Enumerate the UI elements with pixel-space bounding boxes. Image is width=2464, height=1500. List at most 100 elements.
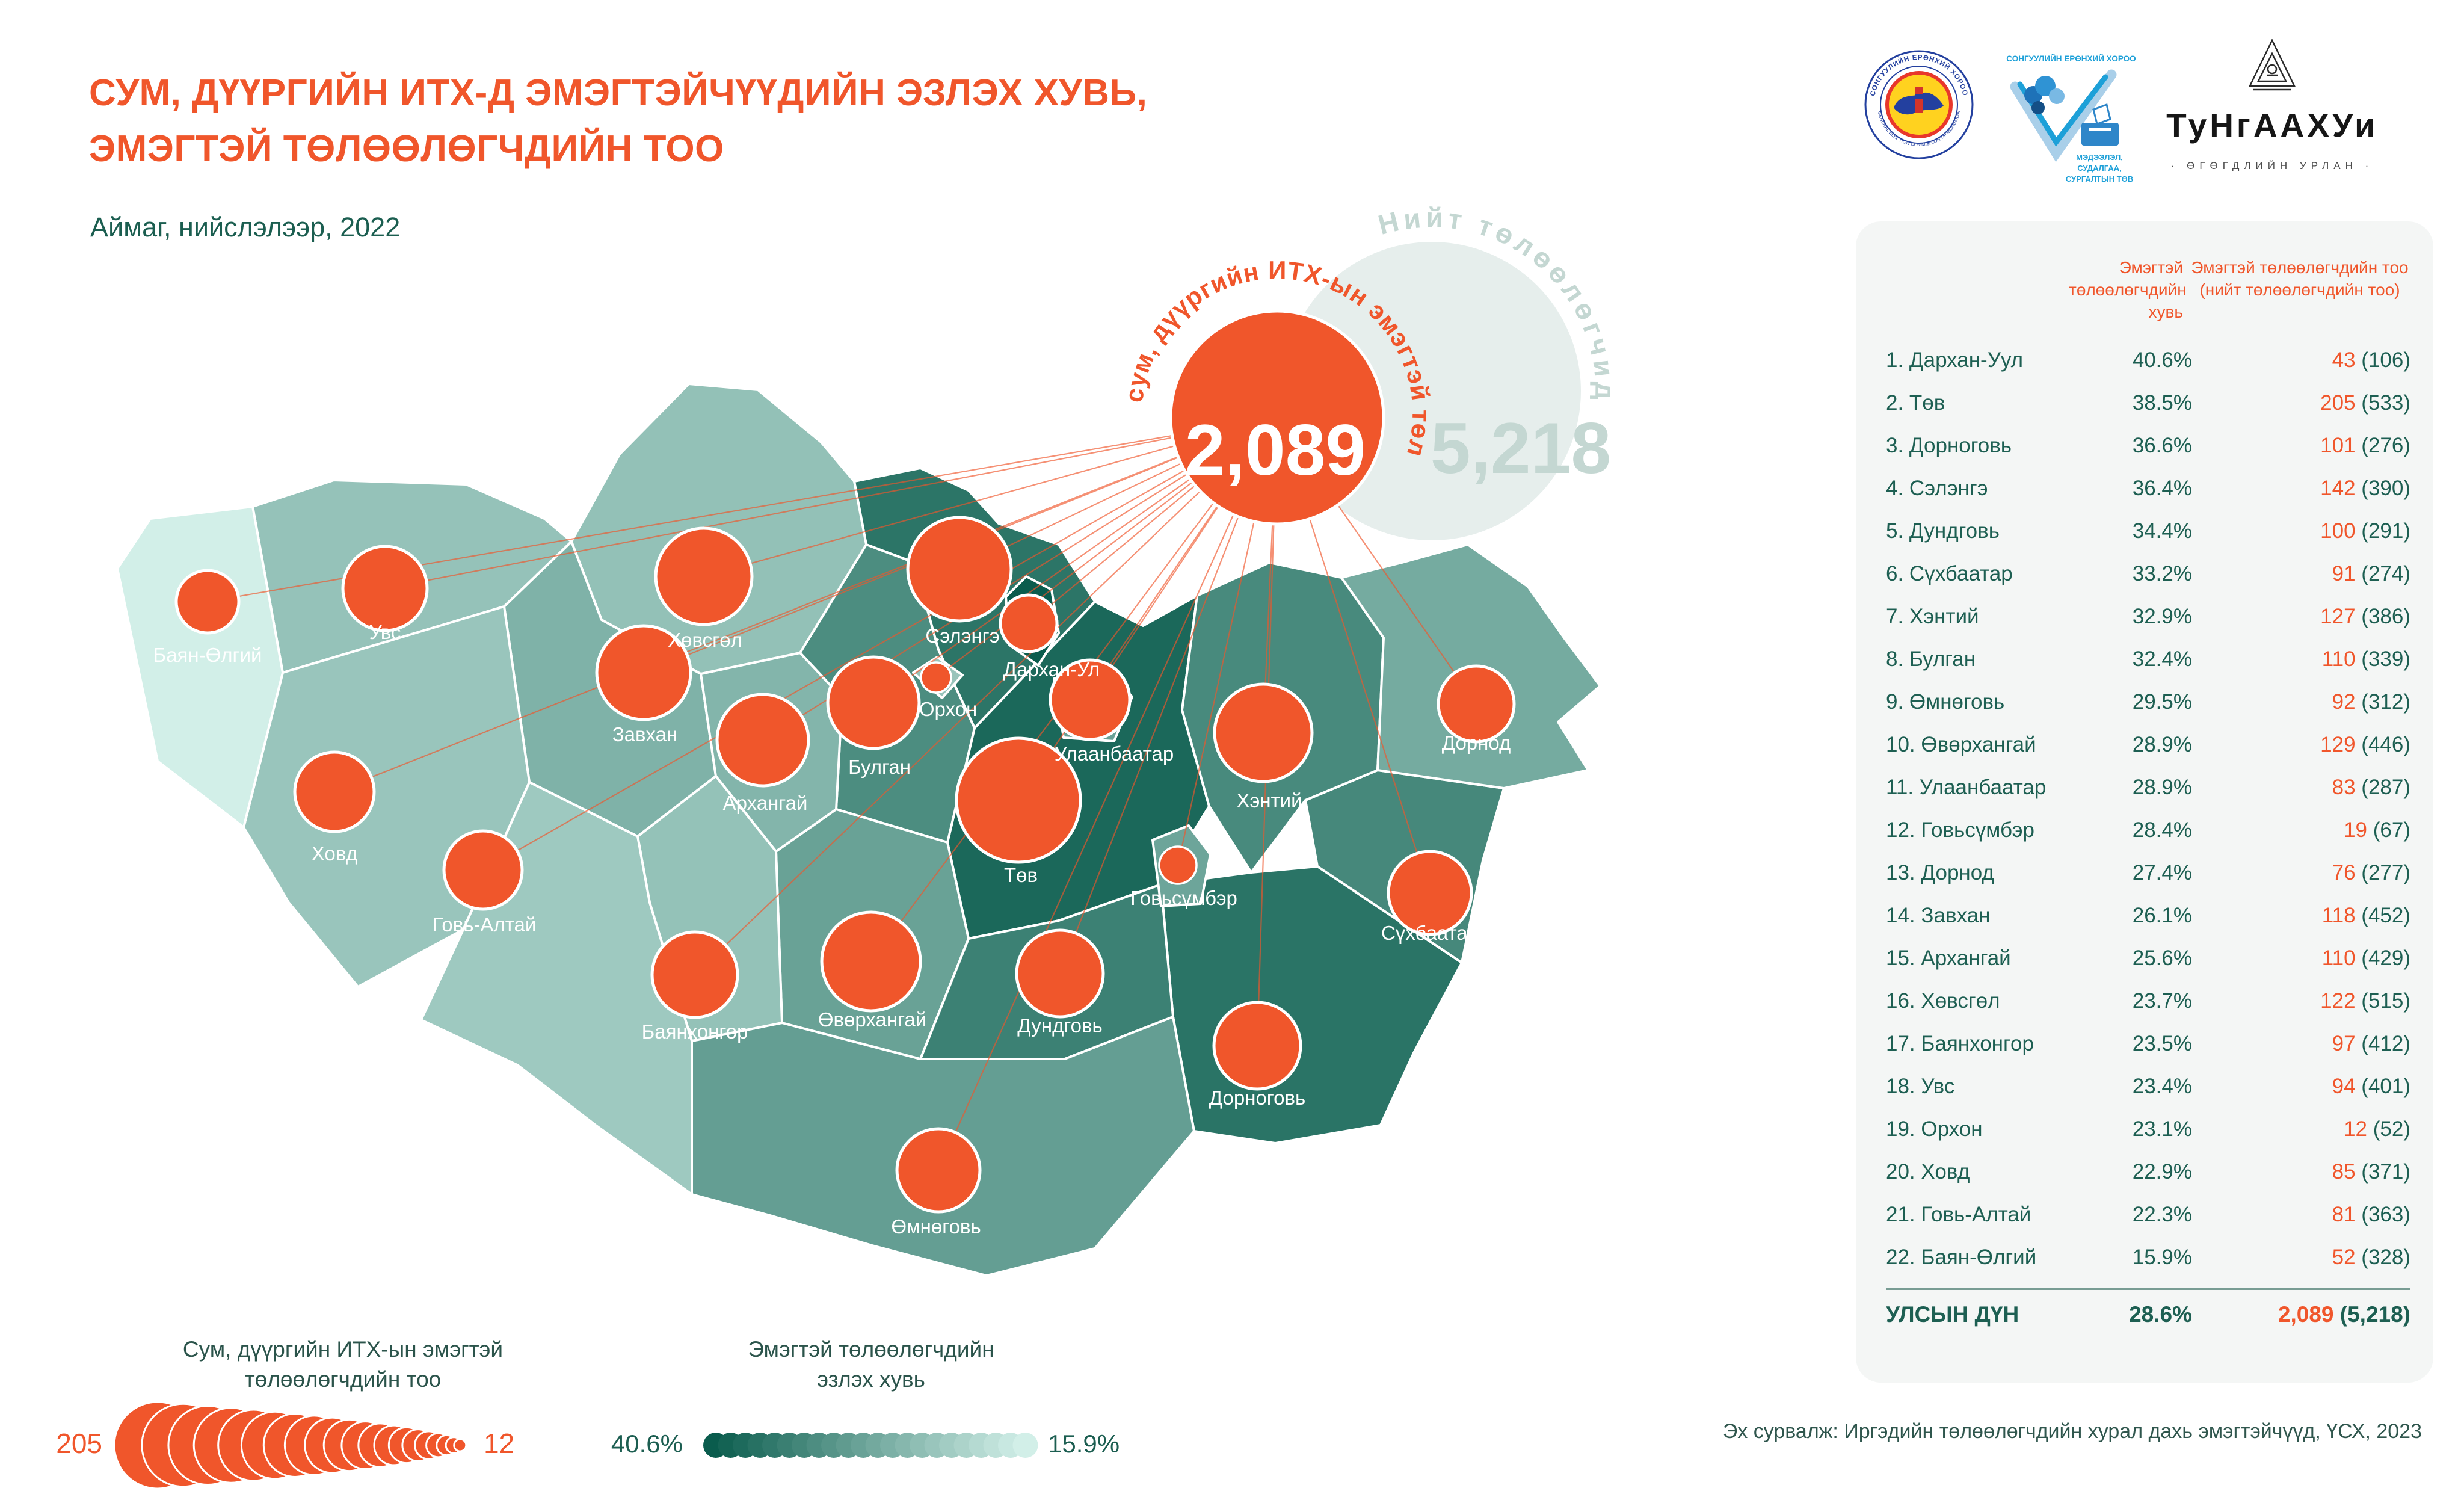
- row-province-name: 2. Төв: [1886, 390, 1945, 415]
- row-women-count: 91: [2332, 561, 2356, 585]
- page-title-line2: ЭМЭГТЭЙ ТӨЛӨӨЛӨГЧДИЙН ТОО: [89, 128, 724, 170]
- row-women-count: 52: [2332, 1245, 2356, 1269]
- row-percent: 32.4%: [2132, 647, 2192, 671]
- table-row: 6. Сүхбаатар 33.2% 91 (274): [1856, 552, 2433, 595]
- table-row: 12. Говьсүмбэр 28.4% 19 (67): [1856, 809, 2433, 851]
- legend-color-title-line1: Эмэгтэй төлөөлөгчдийн: [748, 1337, 994, 1362]
- table-panel: Эмэгтэй төлөөлөгчдийн хувь Эмэгтэй төлөө…: [1856, 221, 2433, 1383]
- bubble-hovsgol: [654, 526, 754, 626]
- gec-center-title: СОНГУУЛИЙН ЕРӨНХИЙ ХОРОО: [2006, 54, 2136, 63]
- row-province-name: 12. Говьсүмбэр: [1886, 818, 2034, 842]
- map-label-govisumber: Говьсүмбэр: [1130, 887, 1237, 909]
- ballot-box: [2081, 123, 2119, 146]
- row-women-count: 94: [2332, 1074, 2356, 1098]
- row-women-count: 100: [2320, 519, 2356, 543]
- table-row: 19. Орхон 23.1% 12 (52): [1856, 1108, 2433, 1150]
- table-row: 3. Дорноговь 36.6% 101 (276): [1856, 424, 2433, 467]
- table-row: 13. Дорнод 27.4% 76 (277): [1856, 851, 2433, 894]
- row-counts: 110 (339): [2198, 647, 2410, 671]
- row-province-name: 5. Дундговь: [1886, 519, 2000, 543]
- connector-line-bayanhongor: [694, 417, 1278, 975]
- row-province-name: 1. Дархан-Уул: [1886, 348, 2024, 372]
- row-women-count: 43: [2332, 348, 2356, 372]
- row-counts: 76 (277): [2198, 861, 2410, 885]
- map-label-omnogovi: Өмнөговь: [891, 1215, 981, 1238]
- connector-line-hovd: [334, 416, 1278, 793]
- row-percent: 27.4%: [2132, 860, 2192, 884]
- gec-center-sub3: СУРГАЛТЫН ТӨВ: [2066, 174, 2133, 184]
- bubble-uvs: [341, 545, 429, 632]
- row-province-name: 7. Хэнтий: [1886, 604, 1979, 628]
- row-percent: 34.4%: [2132, 519, 2192, 543]
- table-row: 9. Өмнөговь 29.5% 92 (312): [1856, 681, 2433, 723]
- row-province-name: 10. Өвөрхангай: [1886, 732, 2036, 756]
- row-total-count: (52): [2367, 1117, 2410, 1141]
- province-labels: Дархан-Ул Төв Дорноговь Сэлэнгэ Дундговь Сүхб…: [153, 621, 1511, 1238]
- page-title: СУМ, ДҮҮРГИЙН ИТХ-Д ЭМЭГТЭЙЧҮҮДИЙН ЭЗЛЭХ…: [89, 65, 1147, 177]
- row-total-count: (412): [2355, 1031, 2410, 1055]
- row-women-count: 19: [2344, 818, 2368, 842]
- legend-size-bubbles: [113, 1401, 467, 1490]
- gec-training-center-logo: СОНГУУЛИЙН ЕРӨНХИЙ ХОРОО МЭДЭЭЛЭЛ, СУДАЛ…: [2006, 54, 2136, 184]
- bubble-hentii: [1213, 682, 1314, 783]
- map-label-dundgovi: Дундговь: [1017, 1014, 1102, 1037]
- map-label-bulgan: Булган: [848, 756, 911, 778]
- row-province-name: 3. Дорноговь: [1886, 433, 2012, 457]
- gec-emblem-logo: СОНГУУЛИЙН ЕРӨНХИЙ ХОРОО GENERAL ELECTIO…: [1864, 50, 1974, 159]
- map-label-dornod: Дорнод: [1442, 732, 1511, 754]
- row-women-count: 110: [2321, 946, 2356, 970]
- row-percent: 15.9%: [2132, 1245, 2192, 1269]
- legend-color-dots: [703, 1433, 1038, 1458]
- map-label-bo: Баян-Өлгий: [153, 644, 262, 666]
- row-percent: 36.6%: [2132, 433, 2192, 457]
- women-circle: [1169, 309, 1385, 526]
- table-row: 1. Дархан-Уул 40.6% 43 (106): [1856, 339, 2433, 381]
- bubble-selenge: [906, 516, 1013, 623]
- bubble-dundgovi: [1015, 928, 1105, 1019]
- table-row: 2. Төв 38.5% 205 (533): [1856, 381, 2433, 424]
- row-women-count: 122: [2320, 989, 2356, 1013]
- row-total-count: (312): [2355, 690, 2410, 714]
- row-counts: 127 (386): [2198, 605, 2410, 629]
- row-percent: 28.9%: [2132, 775, 2192, 799]
- bubble-tov: [955, 736, 1082, 864]
- table-row: 11. Улаанбаатар 28.9% 83 (287): [1856, 766, 2433, 809]
- row-percent: 28.4%: [2132, 818, 2192, 842]
- map-label-suhbaatar: Сүхбаатар: [1381, 922, 1479, 944]
- row-total-count: (363): [2355, 1202, 2410, 1226]
- table-row: 18. Увс 23.4% 94 (401): [1856, 1065, 2433, 1108]
- total-counts: 2,089 (5,218): [2278, 1302, 2410, 1327]
- table-header-percent: Эмэгтэй төлөөлөгчдийн хувь: [2069, 258, 2187, 321]
- bubble-govialtai: [442, 829, 524, 911]
- row-percent: 36.4%: [2132, 476, 2192, 500]
- legend-size-title: Сум, дүүргийн ИТХ-ын эмэгтэй төлөөлөгчди…: [150, 1335, 535, 1395]
- row-percent: 22.3%: [2132, 1202, 2192, 1226]
- table-row: 17. Баянхонгор 23.5% 97 (412): [1856, 1022, 2433, 1065]
- province-bo: [116, 505, 284, 829]
- legend-size-title-line1: Сум, дүүргийн ИТХ-ын эмэгтэй: [182, 1337, 504, 1362]
- map-label-dornogovi: Дорноговь: [1209, 1087, 1305, 1109]
- table-header-count: Эмэгтэй төлөөлөгчдийн тоо (нийт төлөөлөг…: [2191, 258, 2409, 299]
- row-total-count: (386): [2355, 604, 2410, 628]
- row-percent: 23.4%: [2132, 1074, 2192, 1098]
- table-row: 14. Завхан 26.1% 118 (452): [1856, 894, 2433, 937]
- row-women-count: 12: [2344, 1117, 2368, 1141]
- row-women-count: 101: [2320, 433, 2356, 457]
- triangle-glyph: [2249, 39, 2296, 91]
- row-percent: 33.2%: [2132, 561, 2192, 585]
- table-row: 20. Ховд 22.9% 85 (371): [1856, 1150, 2433, 1193]
- people-dot-3: [2049, 88, 2065, 104]
- map-label-darhan: Дархан-Ул: [1003, 658, 1100, 681]
- bubble-omnogovi: [895, 1127, 982, 1214]
- row-women-count: 76: [2332, 860, 2356, 884]
- row-counts: 19 (67): [2198, 818, 2410, 842]
- table-row: 5. Дундговь 34.4% 100 (291): [1856, 510, 2433, 552]
- bubble-arhangai: [715, 693, 810, 788]
- row-women-count: 81: [2332, 1202, 2356, 1226]
- row-percent: 26.1%: [2132, 903, 2192, 927]
- row-women-count: 142: [2320, 476, 2356, 500]
- row-counts: 52 (328): [2198, 1245, 2410, 1270]
- table-header: Эмэгтэй төлөөлөгчдийн хувь Эмэгтэй төлөө…: [1856, 221, 2433, 339]
- map-label-tov: Төв: [1004, 864, 1038, 886]
